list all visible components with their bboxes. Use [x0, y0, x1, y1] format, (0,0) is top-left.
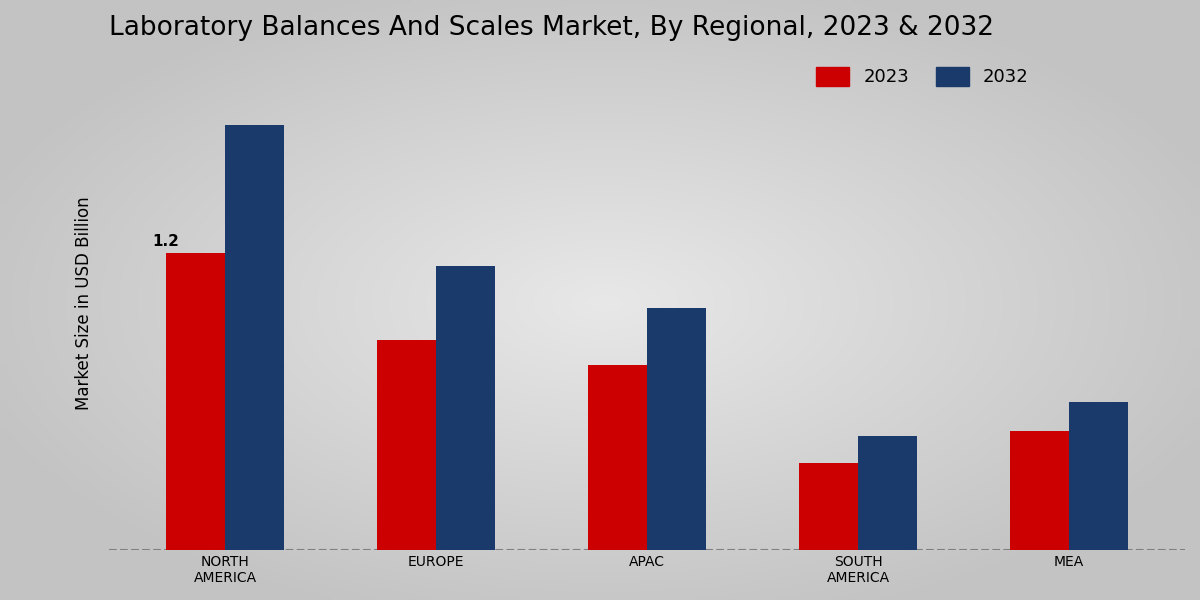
Bar — [436, 266, 496, 550]
Bar — [799, 463, 858, 550]
Bar — [1069, 402, 1128, 550]
Bar — [226, 125, 284, 550]
Bar — [377, 340, 436, 550]
Y-axis label: Market Size in USD Billion: Market Size in USD Billion — [74, 196, 94, 410]
Legend: 2023, 2032: 2023, 2032 — [809, 60, 1036, 94]
Text: Laboratory Balances And Scales Market, By Regional, 2023 & 2032: Laboratory Balances And Scales Market, B… — [109, 15, 994, 41]
Bar — [1010, 431, 1069, 550]
Text: 1.2: 1.2 — [152, 233, 179, 248]
Bar — [647, 308, 706, 550]
Bar — [588, 365, 647, 550]
Bar — [166, 253, 226, 550]
Bar — [858, 436, 917, 550]
